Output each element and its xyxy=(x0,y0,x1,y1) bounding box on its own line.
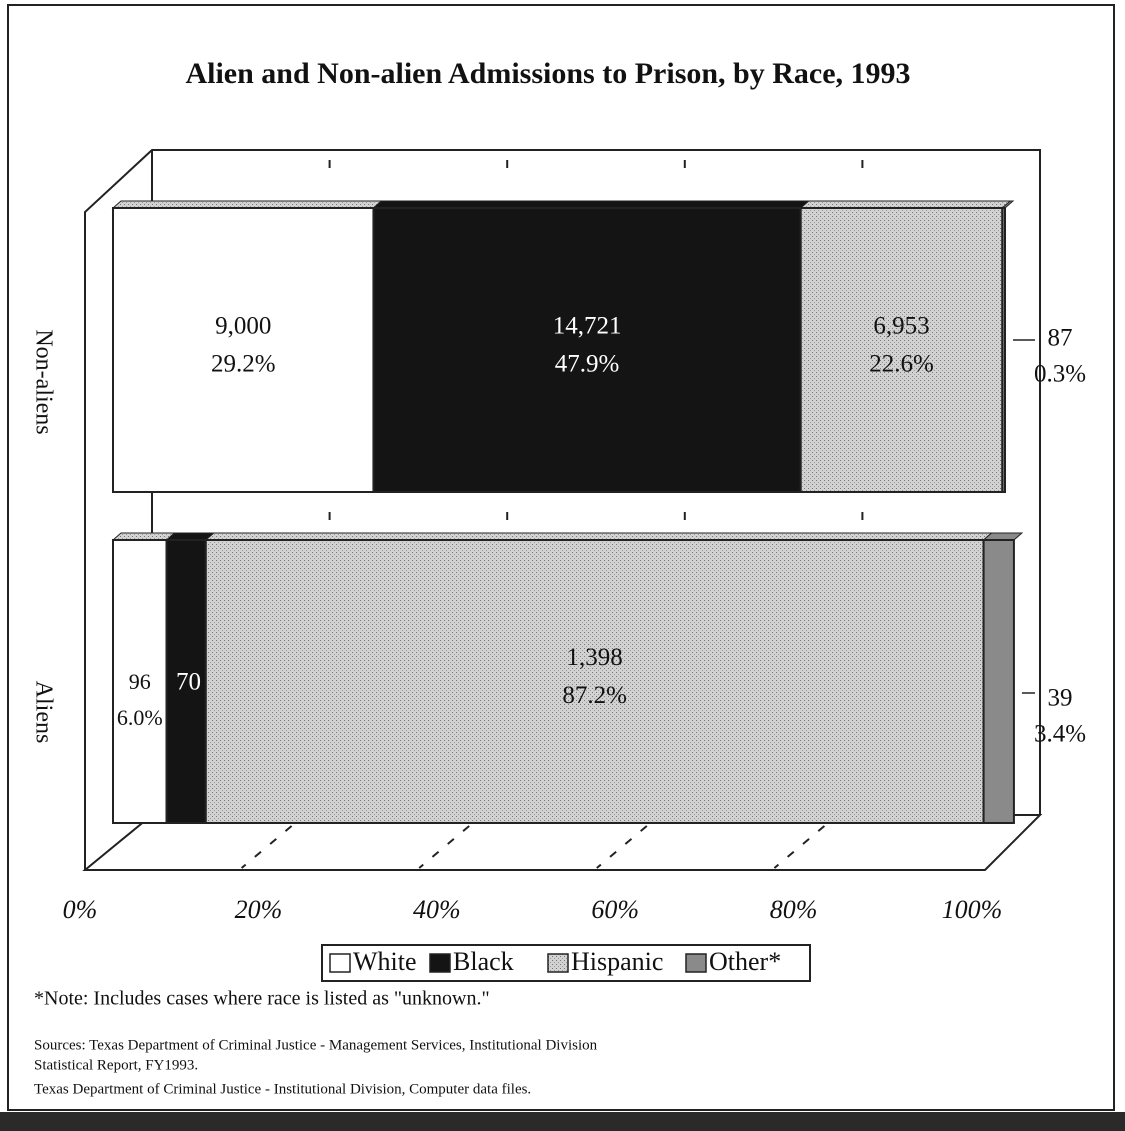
chart-title: Alien and Non-alien Admissions to Prison… xyxy=(185,57,910,90)
count-label: 87 xyxy=(1048,325,1073,352)
count-label: 9,000 xyxy=(215,313,271,340)
value-label: 22.6% xyxy=(869,351,934,378)
x-tick-label: 40% xyxy=(413,895,461,924)
bar xyxy=(799,207,1004,493)
bar xyxy=(1001,207,1006,493)
bar-top xyxy=(111,200,383,209)
bar-top xyxy=(799,200,1012,209)
value-label: 29.2% xyxy=(211,351,276,378)
count-label: 14,721 xyxy=(553,313,622,340)
count-label: 96 xyxy=(129,669,151,694)
legend-label: White xyxy=(353,947,417,976)
bar xyxy=(372,207,802,493)
legend-swatch xyxy=(329,953,351,973)
value-label: 87.2% xyxy=(562,682,627,709)
legend-swatch xyxy=(547,953,569,973)
bar xyxy=(204,539,985,824)
x-tick-label: 0% xyxy=(63,895,98,924)
bar xyxy=(165,539,207,824)
floor xyxy=(82,814,1043,871)
count-label: 1,398 xyxy=(567,644,623,671)
legend-label: Black xyxy=(453,947,514,976)
bar xyxy=(112,539,168,824)
legend-swatch xyxy=(429,953,451,973)
bar-top xyxy=(111,532,176,541)
bar-top xyxy=(372,200,811,209)
source: Sources: Texas Department of Criminal Ju… xyxy=(34,1037,598,1053)
x-tick-label: 100% xyxy=(942,895,1003,924)
count-label: 39 xyxy=(1048,685,1073,712)
value-label: 3.4% xyxy=(1034,721,1086,748)
x-tick-label: 60% xyxy=(591,895,639,924)
bar-top xyxy=(204,532,993,541)
source: Texas Department of Criminal Justice - I… xyxy=(34,1081,531,1097)
category-label: Non-aliens xyxy=(30,329,56,434)
legend-label: Hispanic xyxy=(571,947,663,976)
count-label: 6,953 xyxy=(873,313,929,340)
x-tick-label: 20% xyxy=(235,895,283,924)
value-label: 0.3% xyxy=(1034,361,1086,388)
scan-strip xyxy=(0,1112,1125,1131)
legend-swatch xyxy=(685,953,707,973)
x-tick-label: 80% xyxy=(770,895,818,924)
value-label: 6.0% xyxy=(117,705,163,730)
bar xyxy=(982,539,1015,824)
count-label: 70 xyxy=(176,669,201,696)
note: *Note: Includes cases where race is list… xyxy=(34,988,490,1010)
source: Statistical Report, FY1993. xyxy=(34,1057,198,1073)
value-label: 47.9% xyxy=(555,351,620,378)
category-label: Aliens xyxy=(30,681,56,744)
bar xyxy=(112,207,375,493)
legend-label: Other* xyxy=(709,947,781,976)
